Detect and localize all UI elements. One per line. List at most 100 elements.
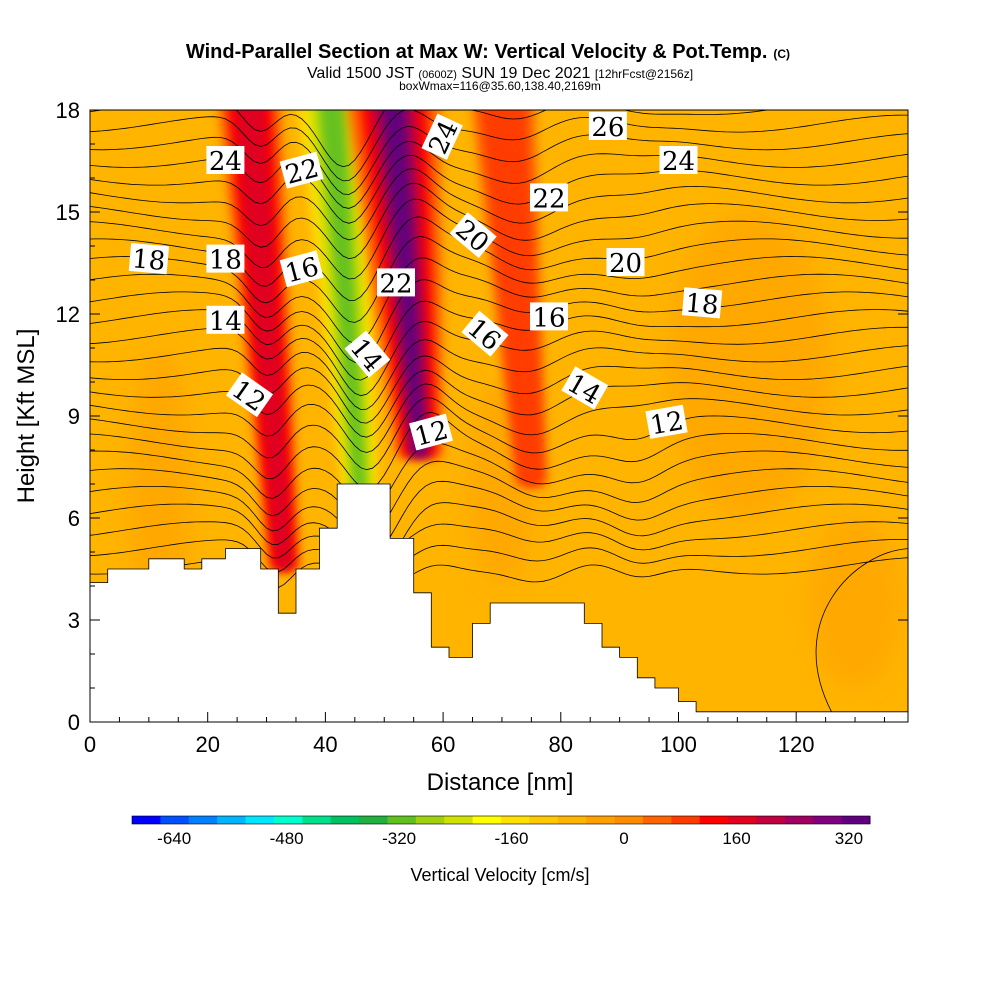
terrain [89,483,909,723]
isentrope-line [90,168,908,241]
contour-label-box [344,330,391,378]
colorbar-swatch [302,816,332,824]
colorbar-swatch [529,816,559,824]
y-axis: 0 3 6 9 12 15 18 [56,98,908,735]
colorbar-swatch [699,816,729,824]
contour-label-box [588,112,627,140]
contour-label-text: 18 [684,288,720,321]
contour-label: 22 [377,268,415,299]
contour-label-box [377,268,415,297]
contour-label-box [421,113,463,160]
contour-label-box [225,372,274,418]
colorbar-swatch [359,816,388,824]
contour-label-box [206,146,245,174]
contour-label-text: 20 [609,249,642,279]
colorbar-title: Vertical Velocity [cm/s] [410,865,589,885]
contour-label-text: 22 [532,184,565,214]
potential-temperature-contours [90,110,908,712]
x-tick-label: 40 [313,732,337,757]
colorbar-tick-label: -160 [494,829,528,848]
colorbar-swatch [557,816,587,824]
contour-label-box [279,151,324,189]
colorbar-swatch [614,816,644,824]
contour-label: 22 [530,183,568,214]
contour-label: 18 [128,243,170,277]
colorbar-tick-label: 320 [835,829,863,848]
contour-label-box [659,146,698,174]
isentrope-line [90,442,908,511]
contour-label: 26 [588,112,627,143]
isentrope-line [90,279,908,363]
contour-label-text: 26 [591,113,624,143]
y-tick-label: 0 [68,710,80,735]
contour-label-box [206,244,245,273]
colorbar-tick-label: -320 [382,829,416,848]
colorbar-swatch [188,816,218,824]
isentrope-line [90,460,908,533]
colorbar-tick-label: 160 [722,829,750,848]
colorbar-swatch [813,816,843,824]
y-tick-label: 12 [56,302,80,327]
contour-label: 14 [206,305,245,337]
x-tick-label: 60 [431,732,455,757]
isentrope-line [90,539,908,573]
isentrope-line [90,339,908,410]
contour-label-text: 18 [131,244,167,277]
velocity-band [318,110,368,498]
colorbar: -640 -480 -320 -160 0 160 320 [131,815,871,848]
isentrope-line [90,383,908,453]
isentrope-line [90,154,908,224]
x-tick-label: 120 [778,732,815,757]
contour-label: 18 [681,287,723,321]
contour-label-box [606,248,645,276]
isentrope-line [90,110,771,168]
contour-label-box [645,404,688,439]
contour-label-box [461,310,509,357]
contour-label-text: 14 [209,307,242,337]
contour-label-box [681,287,723,319]
colorbar-frame [131,815,871,825]
colorbar-swatch [756,816,786,824]
contour-label-box [279,250,324,288]
velocity-patch [666,212,832,518]
colorbar-swatch [501,816,530,824]
velocity-patch [128,348,193,620]
colorbar-swatch [330,816,360,824]
contour-label-box [206,305,245,334]
velocity-band [494,110,536,484]
isentrope-line [90,125,908,195]
velocity-patch [807,518,903,688]
isentrope-line [90,182,908,260]
contour-label-text: 22 [379,269,412,299]
contour-label: 12 [645,404,688,441]
colorbar-swatch [415,816,445,824]
contour-label: 16 [530,302,568,333]
isentrope-line [90,521,908,559]
y-axis-title: Height [Kft MSL] [13,329,40,504]
colorbar-tick-label: -480 [270,829,304,848]
isentrope-line [90,257,908,344]
isentrope-line [90,411,908,490]
contour-label: 20 [606,248,645,279]
colorbar-swatch [132,816,161,824]
contour-label-box [530,302,568,331]
contour-label-text: 24 [209,147,242,177]
x-tick-label: 80 [549,732,573,757]
colorbar-swatch [387,816,417,824]
contour-label-text: 16 [532,303,565,333]
colorbar-swatch [642,816,672,824]
y-tick-label: 3 [68,608,80,633]
x-tick-label: 100 [660,732,697,757]
isentrope-line [90,480,908,555]
isentrope-line [90,502,908,575]
chart-subtitle: Valid 1500 JST (0600Z) SUN 19 Dec 2021 [… [307,65,693,82]
contour-label-box [128,243,170,275]
colorbar-swatch [586,816,616,824]
chart-title: Wind-Parallel Section at Max W: Vertical… [186,41,790,63]
contour-label-box [561,366,609,410]
contour-label-box [409,413,454,451]
y-tick-label: 18 [56,98,80,123]
colorbar-swatch [273,816,303,824]
colorbar-swatch [784,816,814,824]
colorbar-swatch [728,816,757,824]
